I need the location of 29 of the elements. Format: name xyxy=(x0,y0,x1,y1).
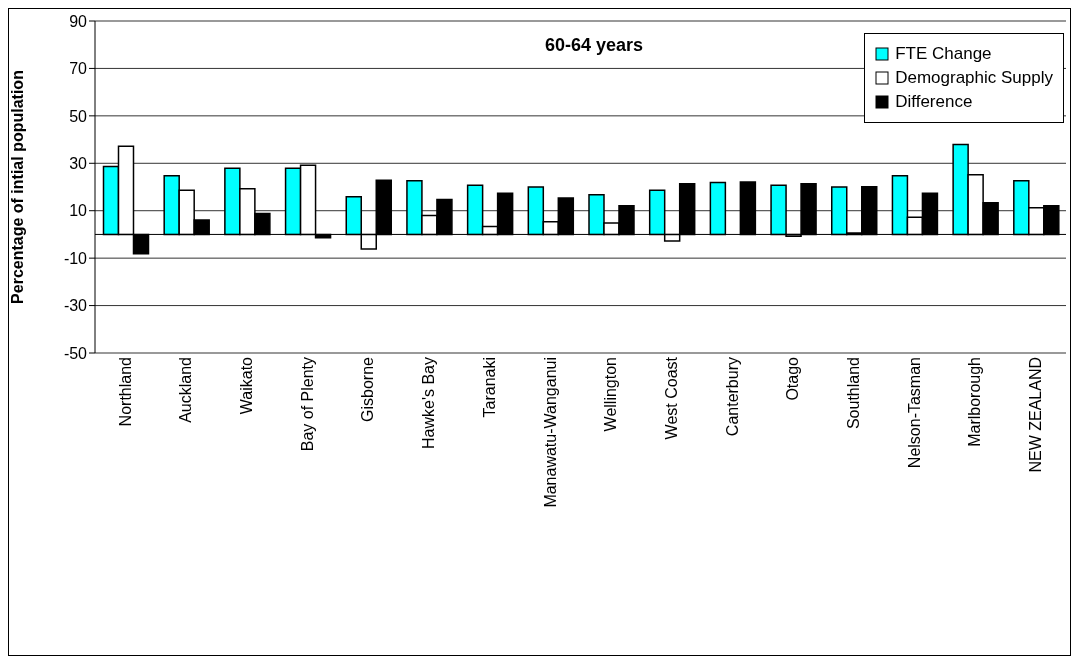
y-tick-label: 70 xyxy=(69,60,88,78)
x-tick-label: Taranaki xyxy=(480,357,498,418)
x-tick-label: Southland xyxy=(844,357,862,430)
y-tick-label: -10 xyxy=(63,249,88,267)
text: 60-64 years xyxy=(544,35,644,55)
y-tick-label: -50 xyxy=(63,344,88,362)
x-tick-label: Otago xyxy=(784,356,802,401)
x-tick-label: Marlborough xyxy=(966,357,984,447)
y-tick-label: -30 xyxy=(63,297,88,315)
x-tick-label: Nelson-Tasman xyxy=(905,357,923,469)
x-tick-label: West Coast xyxy=(662,356,680,440)
y-tick-label: 50 xyxy=(69,107,88,125)
x-tick-label: Northland xyxy=(116,357,134,427)
y-tick-label: 10 xyxy=(69,202,88,220)
x-tick-label: Manawatu-Wanganui xyxy=(541,357,559,508)
y-tick-label: 30 xyxy=(69,154,88,172)
legend-label: Difference xyxy=(895,92,973,112)
y-tick-label: 90 xyxy=(69,12,88,30)
x-tick-label: Waikato xyxy=(238,356,256,415)
legend-label: Demographic Supply xyxy=(895,68,1053,88)
legend-label: FTE Change xyxy=(895,44,992,64)
x-tick-label: Canterbury xyxy=(723,357,741,437)
y-axis-title: Percentage of intial population xyxy=(8,70,26,304)
x-tick-label: Auckland xyxy=(177,357,195,423)
x-tick-label: NEW ZEALAND xyxy=(1027,357,1045,473)
x-tick-label: Bay of Plenty xyxy=(298,357,316,452)
x-tick-label: Hawke's Bay xyxy=(420,357,438,449)
x-tick-label: Wellington xyxy=(602,357,620,432)
x-tick-label: Gisborne xyxy=(359,356,377,422)
